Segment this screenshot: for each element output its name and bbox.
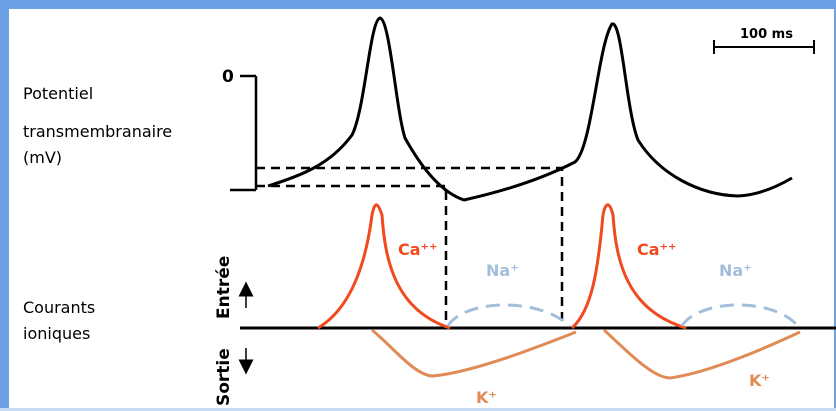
threshold-guide-1 <box>256 184 448 328</box>
potential-label-line3: (mV) <box>23 148 63 167</box>
frame-top-border <box>0 0 836 9</box>
sortie-label: Sortie <box>214 348 234 406</box>
potassium-label-1: K⁺ <box>476 388 497 407</box>
currents-label-line1: Courants <box>23 298 96 317</box>
scale-bar-label: 100 ms <box>740 27 793 42</box>
sodium-current-1 <box>446 303 571 328</box>
zero-label: 0 <box>222 67 234 87</box>
potential-label-line2: transmembranaire <box>23 122 173 141</box>
potential-label-line1: Potentiel <box>23 84 94 103</box>
calcium-label-1: Ca⁺⁺ <box>398 240 437 259</box>
sodium-label-1: Na⁺ <box>486 261 519 280</box>
currents-label-line2: ioniques <box>23 324 91 343</box>
membrane-potential-trace <box>267 16 793 202</box>
frame-right-border <box>834 0 836 411</box>
entree-label: Entrée <box>214 256 234 319</box>
calcium-label-2: Ca⁺⁺ <box>637 240 676 259</box>
calcium-current-1 <box>317 203 451 330</box>
frame-bottom-border <box>0 408 836 411</box>
calcium-current-2 <box>570 203 687 330</box>
potassium-current-2 <box>602 328 801 380</box>
sodium-current-2 <box>680 303 800 328</box>
potassium-label-2: K⁺ <box>749 371 770 390</box>
sodium-label-2: Na⁺ <box>719 261 752 280</box>
potassium-current-1 <box>371 328 577 378</box>
frame-left-border <box>0 0 9 411</box>
